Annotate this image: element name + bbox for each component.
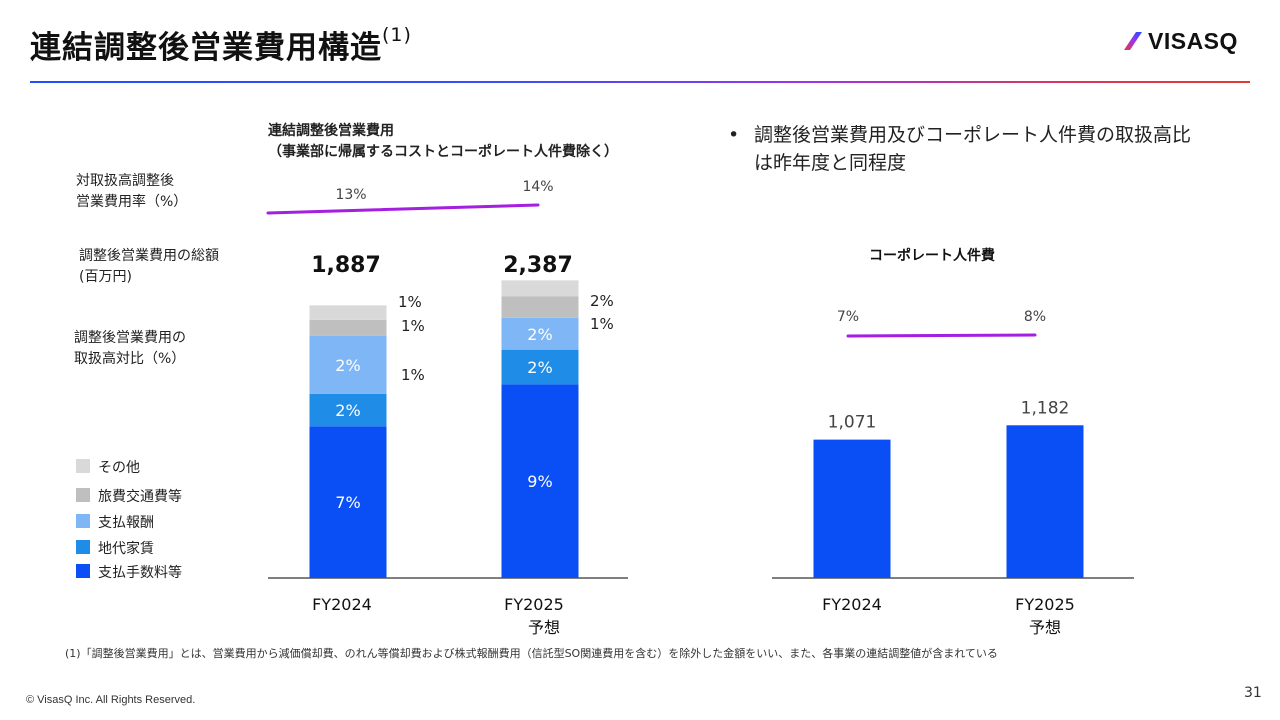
segment-label: 2% (335, 356, 360, 375)
left-stacked-bar-chart: 7% 2% 2% 1,887 FY2024 9% 2% 2% 2,387 FY2025 予想 1% 1%… (266, 179, 628, 637)
legend-label: その他 (98, 460, 140, 476)
bullet-dot: • (728, 124, 740, 146)
left-chart-heading-line1: 連結調整後営業費用 (268, 123, 394, 139)
bar-value-label: 1,071 (828, 413, 877, 433)
legend-swatch (76, 488, 90, 502)
left-chart-heading: 連結調整後営業費用 （事業部に帰属するコストとコーポレート人件費除く） (268, 121, 618, 163)
legend-label: 旅費交通費等 (98, 489, 182, 505)
outside-segment-label: 2% (590, 292, 614, 310)
bar-0 (813, 439, 891, 578)
logo-text: VISASQ (1148, 28, 1238, 54)
category-label: FY2024 (312, 595, 372, 614)
visasq-logo: VISASQ (1122, 28, 1238, 55)
total-row-label: 調整後営業費用の総額 (百万円) (79, 246, 219, 288)
ratio-label: 8% (1024, 309, 1046, 325)
page-title: 連結調整後営業費用構造(1) (30, 22, 412, 67)
breakdown-row-label-line1: 調整後営業費用の (74, 330, 186, 346)
left-chart-heading-line2: （事業部に帰属するコストとコーポレート人件費除く） (268, 144, 618, 160)
bar-segment-4-1 (501, 280, 579, 297)
total-row-label-line1: 調整後営業費用の総額 (79, 248, 219, 264)
category-sublabel: 予想 (528, 618, 560, 637)
bar-segment-2-0 (309, 335, 387, 394)
outside-segment-label: 1% (590, 315, 614, 333)
legend-swatch (76, 540, 90, 554)
page-number: 31 (1244, 685, 1262, 701)
total-row-label-line2: (百万円) (79, 269, 132, 285)
legend-label: 地代家賃 (98, 541, 154, 557)
ratio-label: 13% (335, 187, 366, 203)
ratio-row-label: 対取扱高調整後 営業費用率（%） (76, 171, 187, 213)
ratio-label: 7% (837, 309, 859, 325)
bar-segment-0-1 (501, 384, 579, 578)
bullet-line1: 調整後営業費用及びコーポレート人件費の取扱高比 (754, 124, 1192, 146)
segment-label: 2% (527, 325, 552, 344)
category-sublabel: 予想 (1029, 618, 1061, 637)
legend-swatch (76, 564, 90, 578)
segment-label: 2% (527, 358, 552, 377)
bar-segment-1-0 (309, 393, 387, 427)
header-divider (30, 81, 1250, 83)
legend-label: 支払報酬 (98, 515, 154, 531)
footnote: (1)「調整後営業費用」とは、営業費用から減価償却費、のれん等償却費および株式報… (65, 647, 998, 660)
breakdown-row-label: 調整後営業費用の 取扱高対比（%） (74, 328, 186, 370)
bar-segment-0-0 (309, 426, 387, 578)
segment-label: 9% (527, 472, 552, 491)
category-label: FY2024 (822, 595, 882, 614)
slash-logo-icon (1124, 31, 1142, 50)
breakdown-row-label-line2: 取扱高対比（%） (74, 351, 186, 367)
bar-segment-4-0 (309, 305, 387, 320)
ratio-trend-line (266, 203, 540, 215)
right-chart-title: コーポレート人件費 (869, 247, 995, 264)
outside-segment-label: 1% (401, 366, 425, 384)
ratio-row-label-line2: 営業費用率（%） (76, 194, 188, 210)
ratio-label: 14% (522, 179, 553, 195)
title-footnote-marker: (1) (382, 24, 412, 46)
bullet-line2: は昨年度と同程度 (754, 152, 907, 174)
legend-swatch (76, 459, 90, 473)
bar-segment-2-1 (501, 317, 579, 350)
bar-segment-3-0 (309, 319, 387, 336)
ratio-row-label-line1: 対取扱高調整後 (76, 173, 174, 189)
legend-swatch (76, 514, 90, 528)
segment-label: 7% (335, 493, 360, 512)
bar-segment-3-1 (501, 296, 579, 318)
category-label: FY2025 (1015, 595, 1075, 614)
outside-segment-label: 1% (398, 293, 422, 311)
category-label: FY2025 (504, 595, 564, 614)
right-bar-chart: 1,071 FY2024 1,182 FY2025 予想 7% 8% (772, 309, 1134, 637)
segment-label: 2% (335, 401, 360, 420)
page-title-text: 連結調整後営業費用構造 (30, 30, 382, 66)
bar-segment-1-1 (501, 349, 579, 385)
bar-total-label: 2,387 (503, 253, 573, 278)
copyright: © VisasQ Inc. All Rights Reserved. (26, 694, 196, 706)
outside-segment-label: 1% (401, 317, 425, 335)
bar-value-label: 1,182 (1021, 398, 1070, 418)
bar-1 (1006, 425, 1084, 578)
bullet-text: 調整後営業費用及びコーポレート人件費の取扱高比 は昨年度と同程度 (754, 121, 1191, 177)
legend-label: 支払手数料等 (98, 565, 182, 581)
bar-total-label: 1,887 (311, 253, 381, 278)
ratio-trend-line (846, 333, 1037, 338)
